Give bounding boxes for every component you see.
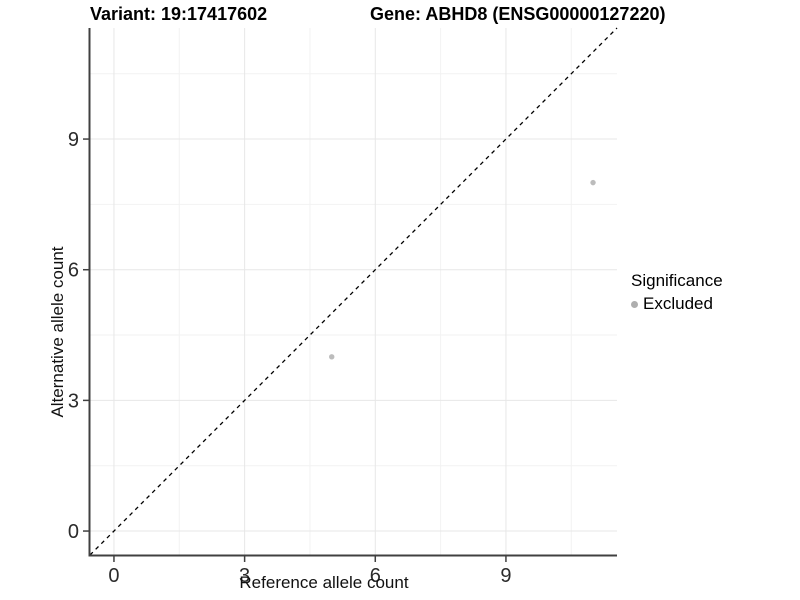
y-tick-label: 0 [68,521,79,543]
data-point [329,354,335,360]
legend-point-icon [631,300,638,308]
legend-title: Significance [631,271,723,290]
x-axis-title: Reference allele count [239,573,409,592]
data-point [590,179,596,186]
plot-title-gene: Gene: ABHD8 (ENSG00000127220) [370,4,666,24]
x-tick-label: 0 [108,565,119,587]
y-tick-label: 6 [68,260,79,282]
x-tick-label: 3 [239,565,250,587]
identity-reference-line [89,27,618,556]
legend: Significance Excluded [631,271,723,314]
y-axis-title: Alternative allele count [48,246,67,418]
y-tick-label: 3 [68,390,79,412]
legend-item: Excluded [631,294,723,314]
y-tick-label: 9 [68,129,79,151]
x-tick-label: 6 [370,565,381,587]
plot-title-variant: Variant: 19:17417602 [90,4,268,24]
legend-item-label: Excluded [643,294,713,313]
x-tick-label: 9 [500,565,511,587]
